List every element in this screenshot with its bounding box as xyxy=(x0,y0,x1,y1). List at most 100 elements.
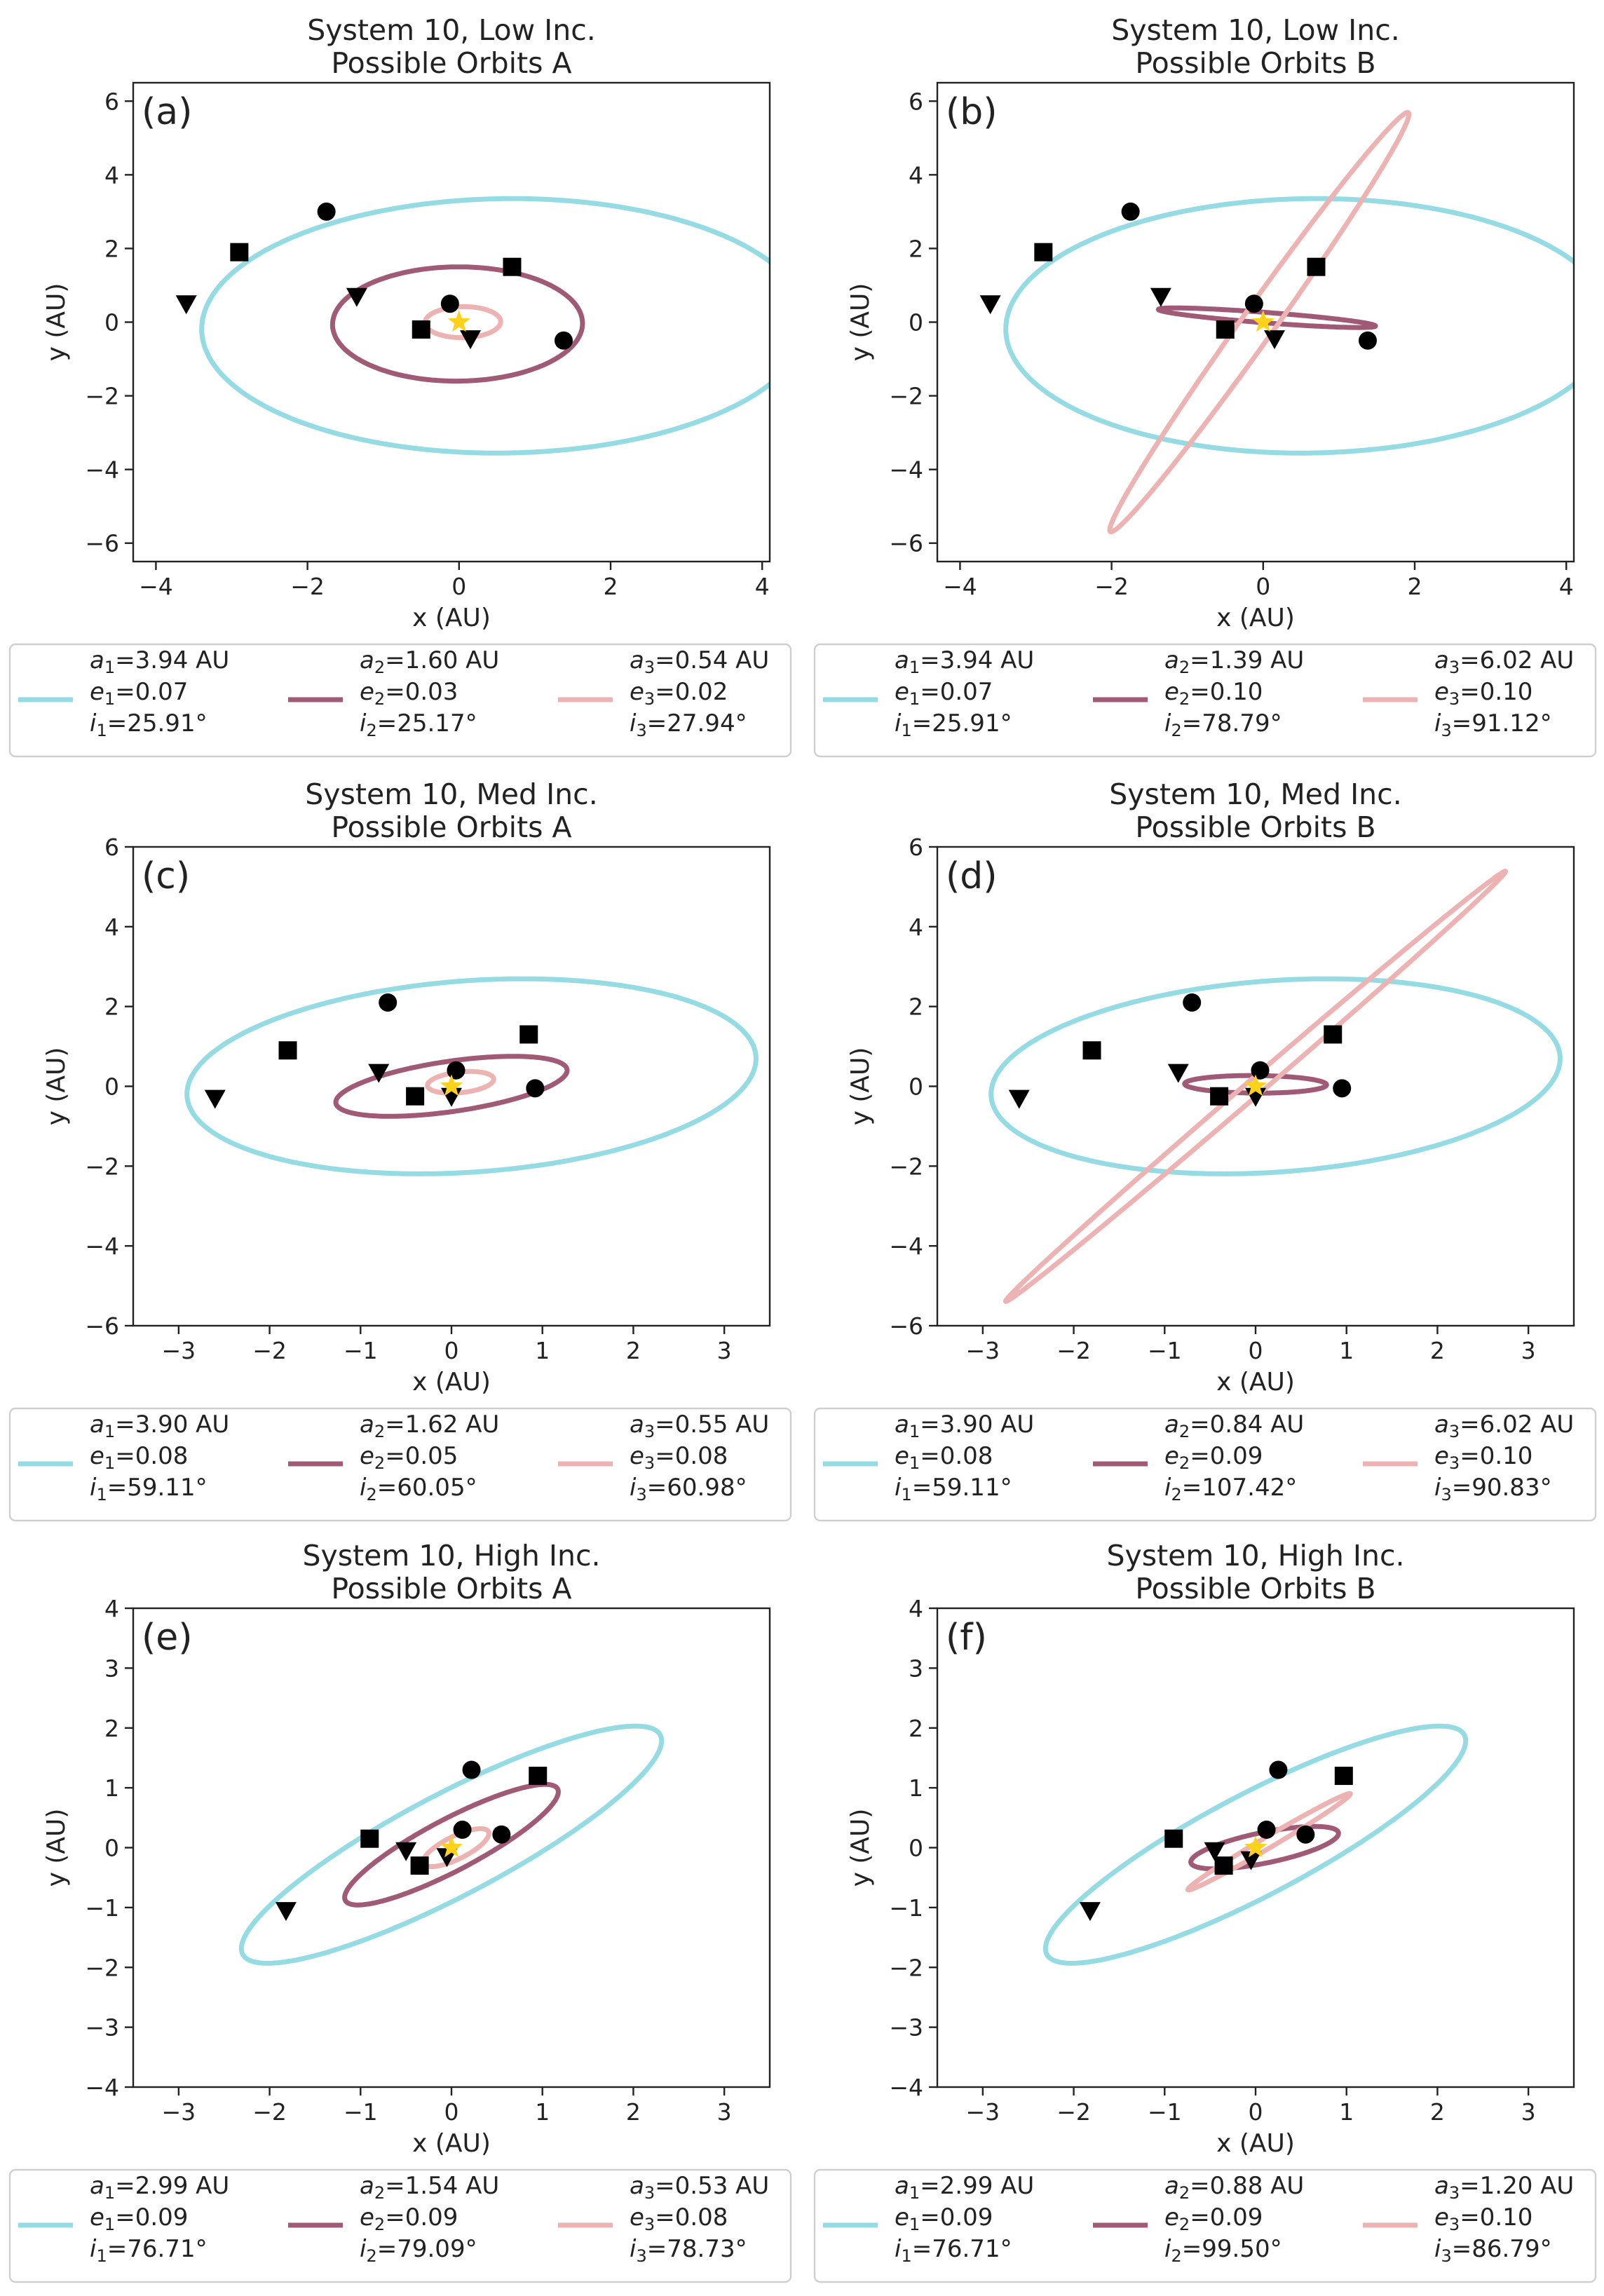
legend-box xyxy=(8,1407,792,1522)
plot-area xyxy=(132,81,771,563)
y-tick-label: −1 xyxy=(889,1894,923,1922)
chart-title: System 10, Med Inc. xyxy=(305,777,597,811)
x-axis-label: x (AU) xyxy=(412,604,491,632)
legend-i-text: i1=59.11° xyxy=(895,1474,1012,1504)
circle-marker xyxy=(317,202,336,221)
legend-a-text: a3=1.20 AU xyxy=(1434,2172,1574,2203)
legend-e-text: e3=0.02 xyxy=(630,678,728,709)
x-tick-label: 4 xyxy=(755,573,770,600)
x-tick-label: −1 xyxy=(344,2098,378,2126)
y-tick-label: 3 xyxy=(104,1655,119,1682)
y-tick-label: 2 xyxy=(104,993,119,1021)
y-axis-label: y (AU) xyxy=(846,1809,875,1887)
legend-i-text: i1=76.71° xyxy=(90,2235,208,2266)
orbit-1 xyxy=(184,976,759,1176)
circle-marker xyxy=(1257,1820,1276,1839)
markers xyxy=(1008,993,1352,1109)
y-tick-label: −6 xyxy=(85,1312,119,1340)
chart-subtitle: Possible Orbits B xyxy=(1135,810,1375,844)
y-tick-label: −6 xyxy=(889,530,923,557)
y-tick-label: 1 xyxy=(909,1774,923,1802)
legend-a-text: a2=1.60 AU xyxy=(360,646,499,677)
orbit-2 xyxy=(1182,1073,1329,1096)
triangle-marker xyxy=(1264,330,1286,350)
y-tick-label: 0 xyxy=(104,309,119,337)
y-axis-label: y (AU) xyxy=(846,283,875,362)
markers xyxy=(275,1760,548,1922)
square-marker xyxy=(1034,243,1053,261)
circle-marker xyxy=(1251,1061,1270,1080)
y-tick-label: −2 xyxy=(85,1954,119,1981)
orbit-3 xyxy=(425,1068,496,1096)
y-tick-label: −4 xyxy=(85,1232,119,1260)
x-axis-label: x (AU) xyxy=(1216,604,1295,632)
legend-i-text: i2=25.17° xyxy=(360,709,477,740)
x-tick-label: −1 xyxy=(1148,2098,1182,2126)
orbit-3 xyxy=(1185,1791,1353,1893)
x-tick-label: 0 xyxy=(444,1337,459,1364)
markers xyxy=(204,993,545,1109)
x-tick-label: 2 xyxy=(626,2098,641,2126)
triangle-marker xyxy=(460,330,482,350)
circle-marker xyxy=(447,1061,465,1080)
panel-label: (c) xyxy=(142,855,190,897)
y-tick-label: 4 xyxy=(104,1595,119,1622)
y-tick-label: 0 xyxy=(909,309,923,337)
legend-e-text: e2=0.03 xyxy=(360,678,458,709)
legend-a-text: a3=0.55 AU xyxy=(630,1411,769,1441)
y-tick-label: 2 xyxy=(909,1715,923,1742)
square-marker xyxy=(278,1041,297,1060)
y-tick-label: 4 xyxy=(104,161,119,189)
x-tick-label: 3 xyxy=(717,1337,732,1364)
star-icon xyxy=(1251,310,1275,332)
legend-a-text: a1=2.99 AU xyxy=(895,2172,1034,2203)
x-tick-label: −2 xyxy=(1094,573,1129,600)
square-marker xyxy=(1307,257,1326,276)
legend-e-text: e3=0.10 xyxy=(1434,1442,1532,1473)
x-axis: −4 −2 0 2 4 x (AU) xyxy=(139,562,770,632)
y-tick-label: 2 xyxy=(104,1715,119,1742)
legend-e-text: e1=0.09 xyxy=(895,2203,993,2234)
x-tick-label: −4 xyxy=(943,573,977,600)
star-icon xyxy=(440,1074,463,1096)
y-tick-label: −6 xyxy=(85,530,119,557)
legend-i-text: i2=78.79° xyxy=(1164,709,1282,740)
circle-marker xyxy=(1358,331,1377,350)
orbit-1 xyxy=(1003,196,1574,456)
circle-marker xyxy=(554,331,573,350)
y-tick-label: 6 xyxy=(909,834,923,861)
x-tick-label: 2 xyxy=(626,1337,641,1364)
orbit-2 xyxy=(1188,1823,1341,1872)
y-axis-label: y (AU) xyxy=(42,1809,71,1887)
legend-a-text: a1=3.94 AU xyxy=(895,646,1034,677)
x-axis-label: x (AU) xyxy=(412,2129,491,2158)
square-marker xyxy=(529,1767,548,1786)
x-tick-label: 2 xyxy=(1430,1337,1445,1364)
y-axis: −6 −4 −2 0 2 4 6 y (AU) xyxy=(42,88,133,557)
x-axis-label: x (AU) xyxy=(1216,1368,1295,1397)
panel-label: (f) xyxy=(946,1617,987,1659)
legend-e-text: e3=0.08 xyxy=(630,1442,728,1473)
legend-a-text: a1=3.90 AU xyxy=(895,1411,1034,1441)
x-tick-label: −3 xyxy=(162,2098,196,2126)
legend-a-text: a2=0.84 AU xyxy=(1164,1411,1304,1441)
circle-marker xyxy=(1269,1760,1288,1779)
panel-label: (b) xyxy=(946,91,998,133)
y-axis-label: y (AU) xyxy=(42,1047,71,1126)
orbit-2 xyxy=(1155,305,1378,330)
circle-marker xyxy=(440,294,459,313)
